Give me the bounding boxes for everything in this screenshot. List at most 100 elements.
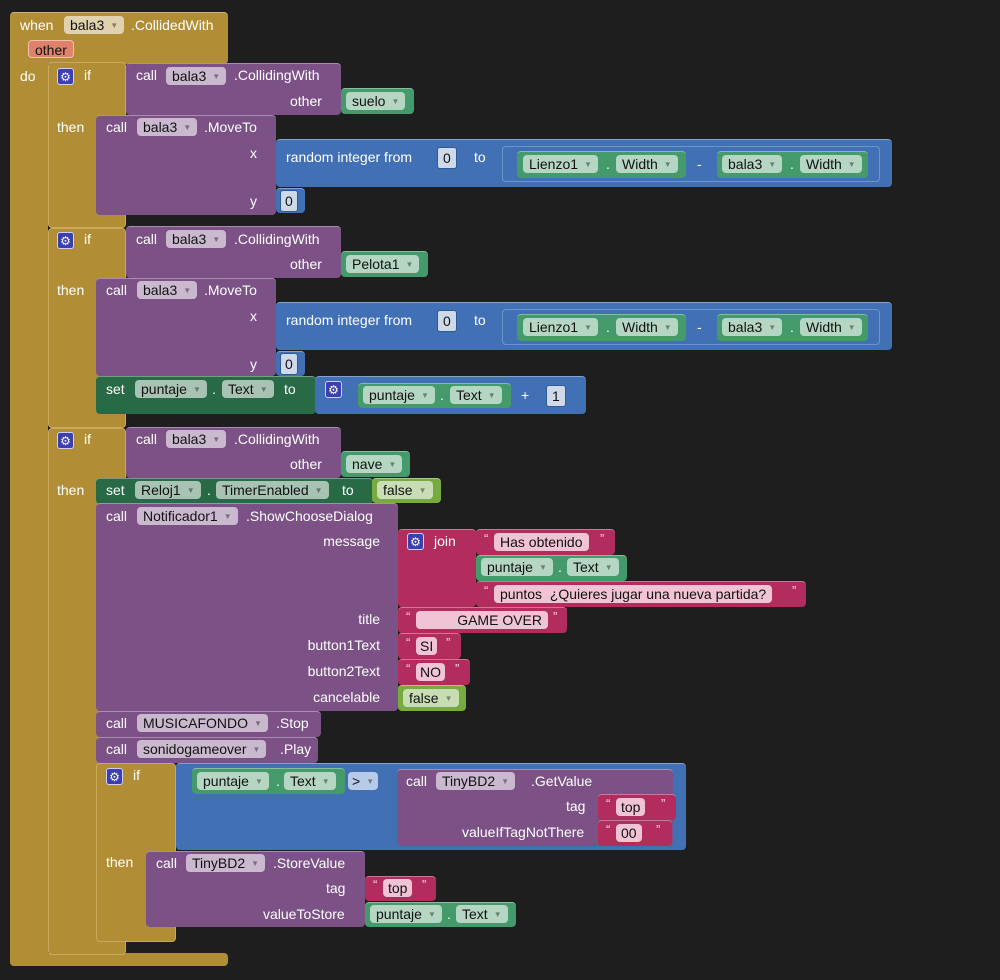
method-name: .CollidingWith bbox=[234, 67, 320, 83]
component-dropdown[interactable]: puntaje ▼ bbox=[135, 380, 207, 398]
number-field[interactable]: 0 bbox=[280, 353, 298, 375]
colliding-with-block[interactable] bbox=[126, 427, 341, 478]
dropdown-arrow-icon: ▼ bbox=[663, 323, 672, 332]
component-dropdown[interactable]: Pelota1 ▼ bbox=[346, 255, 420, 273]
property-dropdown[interactable]: Width ▼ bbox=[616, 318, 678, 336]
gear-icon[interactable]: ⚙ bbox=[407, 533, 424, 550]
dropdown-value: false bbox=[383, 482, 413, 498]
dropdown-arrow-icon: ▼ bbox=[366, 777, 375, 786]
component-dropdown[interactable]: Lienzo1 ▼ bbox=[523, 318, 598, 336]
gear-icon[interactable]: ⚙ bbox=[106, 768, 123, 785]
gear-icon[interactable]: ⚙ bbox=[325, 381, 342, 398]
dropdown-arrow-icon: ▼ bbox=[223, 512, 232, 521]
if-label: if bbox=[84, 231, 91, 247]
property-dropdown[interactable]: Text ▼ bbox=[284, 772, 336, 790]
component-dropdown[interactable]: suelo ▼ bbox=[346, 92, 406, 110]
boolean-dropdown[interactable]: false ▼ bbox=[377, 481, 433, 499]
minus-label: - bbox=[697, 156, 702, 172]
other-label: other bbox=[290, 456, 322, 472]
y-label: y bbox=[250, 356, 257, 372]
component-dropdown[interactable]: puntaje ▼ bbox=[370, 905, 442, 923]
call-label: call bbox=[106, 508, 128, 524]
dropdown-arrow-icon: ▼ bbox=[444, 694, 453, 703]
text-field[interactable]: top bbox=[616, 798, 646, 816]
number-field[interactable]: 0 bbox=[280, 190, 298, 212]
then-label: then bbox=[57, 482, 85, 498]
plus-label: + bbox=[521, 387, 530, 403]
gear-icon[interactable]: ⚙ bbox=[57, 432, 74, 449]
text-field[interactable]: top bbox=[383, 879, 413, 897]
boolean-dropdown[interactable]: false ▼ bbox=[403, 689, 459, 707]
gear-icon[interactable]: ⚙ bbox=[57, 68, 74, 85]
call-label: call bbox=[106, 119, 128, 135]
component-dropdown[interactable]: bala3 ▼ bbox=[166, 230, 227, 248]
colliding-with-block[interactable] bbox=[126, 226, 341, 278]
property-dropdown[interactable]: Text ▼ bbox=[567, 558, 619, 576]
component-dropdown[interactable]: MUSICAFONDO ▼ bbox=[137, 714, 268, 732]
dropdown-arrow-icon: ▼ bbox=[847, 323, 856, 332]
event-param-other[interactable]: other bbox=[28, 40, 74, 58]
dropdown-value: Width bbox=[622, 319, 658, 335]
dropdown-arrow-icon: ▼ bbox=[314, 486, 323, 495]
y-label: y bbox=[250, 193, 257, 209]
event-block-arm bbox=[10, 60, 48, 966]
event-component-dropdown[interactable]: bala3 ▼ bbox=[64, 16, 125, 34]
dropdown-arrow-icon: ▼ bbox=[186, 486, 195, 495]
text-field[interactable]: SI bbox=[416, 637, 438, 655]
property-dropdown[interactable]: Width ▼ bbox=[800, 155, 862, 173]
component-dropdown[interactable]: puntaje ▼ bbox=[363, 386, 435, 404]
dot-label: . bbox=[606, 319, 610, 335]
method-name: .Stop bbox=[276, 715, 309, 731]
text-field[interactable]: NO bbox=[416, 663, 445, 681]
gear-icon[interactable]: ⚙ bbox=[57, 232, 74, 249]
property-dropdown[interactable]: Width ▼ bbox=[800, 318, 862, 336]
component-dropdown[interactable]: bala3 ▼ bbox=[137, 281, 198, 299]
dot-label: . bbox=[207, 482, 211, 498]
dropdown-value: TimerEnabled bbox=[222, 482, 309, 498]
property-dropdown[interactable]: TimerEnabled ▼ bbox=[216, 481, 329, 499]
call-label: call bbox=[106, 741, 128, 757]
message-label: message bbox=[323, 533, 380, 549]
dropdown-value: TinyBD2 bbox=[192, 855, 246, 871]
property-dropdown[interactable]: Text ▼ bbox=[450, 386, 502, 404]
if-label: if bbox=[84, 67, 91, 83]
dropdown-value: Text bbox=[290, 773, 316, 789]
component-dropdown[interactable]: bala3 ▼ bbox=[722, 155, 783, 173]
property-dropdown[interactable]: Text ▼ bbox=[456, 905, 508, 923]
number-field[interactable]: 0 bbox=[437, 147, 457, 169]
component-dropdown[interactable]: puntaje ▼ bbox=[197, 772, 269, 790]
dropdown-arrow-icon: ▼ bbox=[420, 391, 429, 400]
component-dropdown[interactable]: TinyBD2 ▼ bbox=[186, 854, 266, 872]
component-dropdown[interactable]: Reloj1 ▼ bbox=[135, 481, 201, 499]
component-dropdown[interactable]: bala3 ▼ bbox=[166, 67, 227, 85]
button1-label: button1Text bbox=[307, 637, 380, 653]
dropdown-arrow-icon: ▼ bbox=[212, 72, 221, 81]
call-label: call bbox=[156, 855, 178, 871]
text-field[interactable]: puntos ¿Quieres jugar una nueva partida? bbox=[494, 585, 773, 603]
component-dropdown[interactable]: puntaje ▼ bbox=[481, 558, 553, 576]
component-dropdown[interactable]: Lienzo1 ▼ bbox=[523, 155, 598, 173]
colliding-with-block[interactable] bbox=[126, 63, 341, 115]
component-dropdown[interactable]: bala3 ▼ bbox=[137, 118, 198, 136]
text-field[interactable]: 00 bbox=[616, 824, 642, 842]
quote-icon: “ bbox=[406, 661, 411, 676]
text-field[interactable]: GAME OVER bbox=[416, 611, 548, 629]
component-dropdown[interactable]: sonidogameover ▼ bbox=[137, 740, 267, 758]
component-dropdown[interactable]: nave ▼ bbox=[346, 455, 403, 473]
component-dropdown[interactable]: bala3 ▼ bbox=[722, 318, 783, 336]
component-dropdown[interactable]: bala3 ▼ bbox=[166, 430, 227, 448]
component-dropdown[interactable]: Notificador1 ▼ bbox=[137, 507, 238, 525]
number-field[interactable]: 1 bbox=[546, 385, 566, 407]
quote-icon: “ bbox=[406, 635, 411, 650]
show-choose-dialog-block[interactable] bbox=[96, 503, 398, 711]
operator-dropdown[interactable]: > ▼ bbox=[348, 772, 379, 790]
text-field[interactable]: Has obtenido bbox=[494, 533, 589, 551]
method-name: .ShowChooseDialog bbox=[246, 508, 373, 524]
property-dropdown[interactable]: Text ▼ bbox=[222, 380, 274, 398]
number-field[interactable]: 0 bbox=[437, 310, 457, 332]
property-dropdown[interactable]: Width ▼ bbox=[616, 155, 678, 173]
to-label: to bbox=[342, 482, 354, 498]
component-dropdown[interactable]: TinyBD2 ▼ bbox=[436, 772, 516, 790]
quote-icon: “ bbox=[406, 609, 411, 624]
store-value-block[interactable] bbox=[146, 851, 365, 927]
